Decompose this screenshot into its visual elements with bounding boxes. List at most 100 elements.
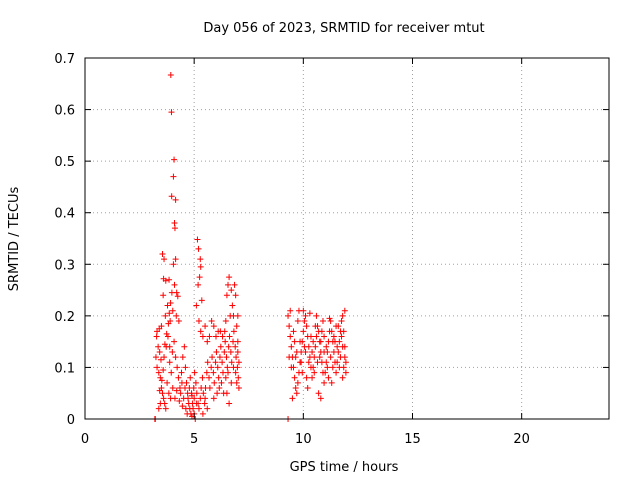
data-point [161,354,168,361]
data-point [179,354,186,361]
data-point [301,318,308,325]
data-points [151,72,349,422]
data-point [222,374,229,381]
data-point [171,338,178,345]
data-point [197,263,204,270]
data-point [329,364,336,371]
data-point [307,333,314,340]
data-point [191,369,198,376]
data-point [197,328,204,335]
data-point [173,387,180,394]
data-point [169,307,176,314]
data-point [199,374,206,381]
data-point [309,374,316,381]
data-point [204,338,211,345]
data-point [339,343,346,350]
data-point [214,390,221,397]
data-point [325,374,332,381]
data-point [195,281,202,288]
data-point [206,385,213,392]
data-point [341,354,348,361]
data-point [159,250,166,257]
data-point [210,369,217,376]
data-point [230,328,237,335]
data-point [165,390,172,397]
data-point [231,281,238,288]
data-point [202,323,209,330]
data-point [310,338,317,345]
data-point [287,307,294,314]
data-point [210,395,217,402]
data-point [321,379,328,386]
data-point [322,369,329,376]
data-point [219,369,226,376]
data-point [306,310,313,317]
data-point [166,310,173,317]
data-point [201,400,208,407]
data-point [235,374,242,381]
data-point [155,405,162,412]
data-point [176,385,183,392]
data-point [328,379,335,386]
data-point [233,379,240,386]
data-point [291,338,298,345]
data-point [212,359,219,366]
data-point [327,318,334,325]
data-point [303,374,310,381]
data-point [233,354,240,361]
data-point [290,328,297,335]
data-point [229,302,236,309]
data-point [171,220,178,227]
data-point [166,343,173,350]
data-point [193,302,200,309]
data-point [204,359,211,366]
x-tick-label: 5 [190,432,198,447]
data-point [164,302,171,309]
data-point [154,364,161,371]
data-point [234,348,241,355]
data-point [330,333,337,340]
data-point [312,323,319,330]
data-point [174,364,181,371]
data-point [222,318,229,325]
data-point [293,390,300,397]
data-point [170,261,177,268]
data-point [161,341,168,348]
data-point [333,369,340,376]
data-point [193,390,200,397]
y-axis-label: SRMTID / TECUs [7,187,22,292]
data-point [300,328,307,335]
data-point [310,364,317,371]
data-point [235,385,242,392]
plot-frame [84,57,610,420]
data-point [190,385,197,392]
data-point [224,364,231,371]
data-point [218,379,225,386]
data-point [340,328,347,335]
data-point [232,369,239,376]
data-point [171,225,178,232]
data-point [328,328,335,335]
data-point [294,379,301,386]
data-point [156,348,163,355]
data-point [214,364,221,371]
data-point [166,359,173,366]
data-point [225,369,232,376]
data-point [171,156,178,163]
data-point [223,354,230,361]
data-point [156,387,163,394]
data-point [192,379,199,386]
data-point [311,354,318,361]
data-point [225,281,232,288]
data-point [178,379,185,386]
data-point [233,323,240,330]
data-point [170,173,177,180]
data-point [318,328,325,335]
data-point [333,323,340,330]
data-point [204,405,211,412]
data-point [334,359,341,366]
data-point [194,236,201,243]
data-point [174,293,181,300]
data-point [191,395,198,402]
data-point [179,403,186,410]
